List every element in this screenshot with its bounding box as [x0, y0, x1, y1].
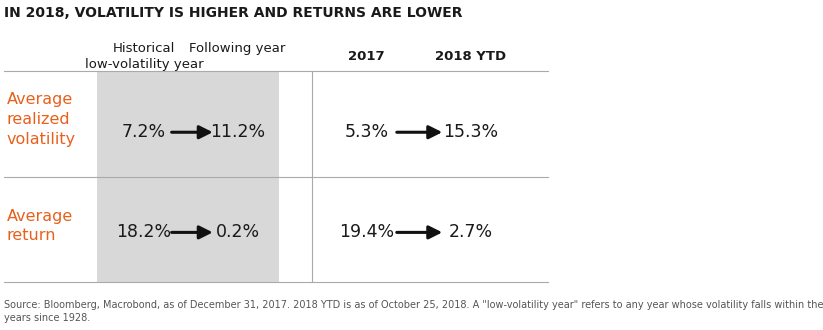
- FancyBboxPatch shape: [97, 71, 279, 282]
- Text: Average
realized
volatility: Average realized volatility: [7, 92, 76, 147]
- Text: 2018 YTD: 2018 YTD: [435, 50, 506, 63]
- Text: 5.3%: 5.3%: [345, 123, 388, 141]
- Text: 2017: 2017: [348, 50, 385, 63]
- Text: Source: Bloomberg, Macrobond, as of December 31, 2017. 2018 YTD is as of October: Source: Bloomberg, Macrobond, as of Dece…: [4, 300, 823, 323]
- Text: IN 2018, VOLATILITY IS HIGHER AND RETURNS ARE LOWER: IN 2018, VOLATILITY IS HIGHER AND RETURN…: [4, 6, 463, 20]
- Text: 0.2%: 0.2%: [216, 223, 259, 241]
- Text: Historical
low-volatility year: Historical low-volatility year: [85, 42, 203, 71]
- Text: 18.2%: 18.2%: [117, 223, 172, 241]
- Text: 2.7%: 2.7%: [449, 223, 493, 241]
- Text: Following year: Following year: [189, 42, 286, 55]
- Text: 7.2%: 7.2%: [122, 123, 166, 141]
- Text: 15.3%: 15.3%: [444, 123, 499, 141]
- Text: 11.2%: 11.2%: [210, 123, 265, 141]
- Text: Average
return: Average return: [7, 209, 73, 243]
- Text: 19.4%: 19.4%: [339, 223, 394, 241]
